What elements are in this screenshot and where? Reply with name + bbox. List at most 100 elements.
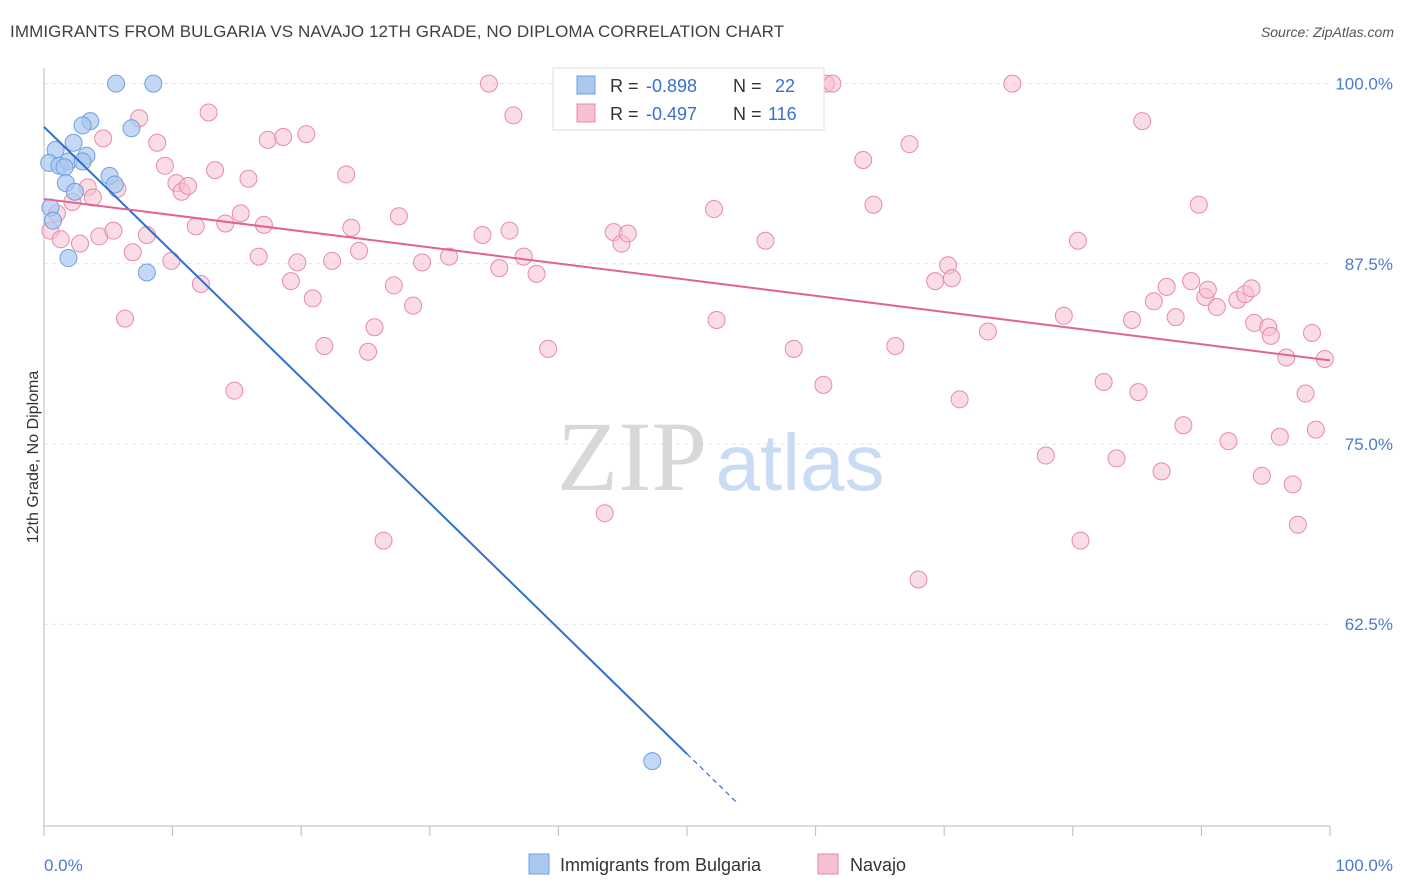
- navajo-point-90: [1157, 277, 1176, 296]
- bulgaria-point-12: [55, 158, 74, 177]
- y-tick-label-0: 62.5%: [1345, 615, 1393, 634]
- y-tick-label-1: 75.0%: [1345, 435, 1393, 454]
- navajo-point-65: [814, 375, 833, 394]
- navajo-point-60: [705, 200, 724, 219]
- navajo-point-59: [618, 224, 637, 243]
- navajo-point-33: [288, 253, 307, 272]
- navajo-point-40: [359, 342, 378, 361]
- bulgaria-trend-extension: [686, 753, 739, 805]
- navajo-point-51: [500, 221, 519, 240]
- navajo-point-12: [123, 243, 142, 262]
- bulgaria-point-4: [122, 119, 141, 138]
- navajo-point-22: [191, 274, 210, 293]
- navajo-point-42: [374, 531, 393, 550]
- navajo-point-23: [199, 103, 218, 122]
- navajo-point-111: [1302, 324, 1321, 343]
- bulgaria-point-3: [73, 116, 92, 135]
- navajo-point-97: [1207, 298, 1226, 317]
- bulgaria-point-0: [107, 74, 126, 93]
- navajo-point-75: [942, 269, 961, 288]
- navajo-point-67: [823, 74, 842, 93]
- navajo-point-14: [137, 225, 156, 244]
- trend-lines: [43, 126, 1331, 805]
- navajo-point-26: [225, 381, 244, 400]
- x-tick-label-1: 100.0%: [1335, 856, 1393, 875]
- navajo-point-48: [473, 225, 492, 244]
- navajo-point-56: [595, 504, 614, 523]
- navajo-point-16: [155, 156, 174, 175]
- navajo-point-80: [1054, 306, 1073, 325]
- navajo-point-84: [1107, 449, 1126, 468]
- navajo-point-94: [1189, 195, 1208, 214]
- x-tick-label-0: 0.0%: [44, 856, 83, 875]
- navajo-point-17: [162, 251, 181, 270]
- navajo-point-82: [1071, 531, 1090, 550]
- navajo-point-77: [978, 322, 997, 341]
- navajo-point-91: [1166, 308, 1185, 327]
- navajo-point-54: [527, 264, 546, 283]
- navajo-point-88: [1144, 292, 1163, 311]
- legend-r-label-2: R =: [610, 104, 639, 124]
- y-tick-labels: 62.5% 75.0% 87.5% 100.0%: [1335, 75, 1393, 635]
- bulgaria-point-21: [44, 211, 63, 230]
- navajo-point-30: [258, 130, 277, 149]
- navajo-point-87: [1133, 112, 1152, 131]
- navajo-point-36: [323, 251, 342, 270]
- legend-swatch-pink: [576, 103, 596, 123]
- bottom-legend-swatch-blue: [528, 853, 550, 875]
- navajo-point-112: [1306, 420, 1325, 439]
- navajo-point-55: [539, 339, 558, 358]
- navajo-point-11: [116, 309, 135, 328]
- bulgaria-point-15: [105, 175, 124, 194]
- navajo-point-43: [384, 276, 403, 295]
- navajo-point-15: [148, 133, 167, 152]
- navajo-point-50: [490, 259, 509, 278]
- navajo-point-2: [51, 230, 70, 249]
- navajo-point-34: [297, 125, 316, 144]
- navajo-point-37: [337, 165, 356, 184]
- navajo-point-103: [1252, 466, 1271, 485]
- navajo-point-46: [413, 253, 432, 272]
- x-tick-labels: 0.0% 100.0%: [44, 856, 1393, 875]
- navajo-point-93: [1182, 272, 1201, 291]
- navajo-point-106: [1270, 427, 1289, 446]
- navajo-point-76: [950, 390, 969, 409]
- navajo-point-70: [886, 336, 905, 355]
- legend-n-label-2: N =: [733, 104, 762, 124]
- navajo-point-21: [186, 217, 205, 236]
- navajo-point-101: [1242, 279, 1261, 298]
- stats-legend: R = -0.898 N = 22 R = -0.497 N = 116: [552, 67, 825, 131]
- navajo-point-52: [504, 106, 523, 125]
- navajo-point-78: [1003, 74, 1022, 93]
- navajo-point-79: [1036, 446, 1055, 465]
- y-tick-label-3: 100.0%: [1335, 75, 1393, 94]
- source-label: Source: ZipAtlas.com: [1260, 24, 1394, 40]
- navajo-point-64: [784, 339, 803, 358]
- navajo-trend-line: [43, 197, 1331, 362]
- legend-n-label-1: N =: [733, 76, 762, 96]
- legend-n-value-2: 116: [768, 104, 797, 124]
- navajo-point-85: [1122, 311, 1141, 330]
- navajo-point-41: [365, 318, 384, 337]
- navajo-point-27: [231, 204, 250, 223]
- navajo-point-72: [909, 570, 928, 589]
- navajo-point-63: [756, 231, 775, 250]
- navajo-point-89: [1152, 462, 1171, 481]
- navajo-point-98: [1219, 432, 1238, 451]
- navajo-point-86: [1129, 383, 1148, 402]
- legend-r-value-2: -0.497: [646, 104, 697, 124]
- navajo-point-31: [274, 127, 293, 146]
- y-tick-label-2: 87.5%: [1345, 255, 1393, 274]
- navajo-point-4: [71, 234, 90, 253]
- navajo-point-81: [1068, 231, 1087, 250]
- navajo-point-83: [1094, 373, 1113, 392]
- navajo-point-20: [179, 176, 198, 195]
- bulgaria-point-11: [73, 152, 92, 171]
- navajo-point-109: [1288, 515, 1307, 534]
- navajo-point-45: [404, 296, 423, 315]
- stats-legend-frame: [552, 67, 825, 131]
- navajo-point-110: [1296, 384, 1315, 403]
- navajo-point-107: [1277, 348, 1296, 367]
- navajo-point-108: [1283, 475, 1302, 494]
